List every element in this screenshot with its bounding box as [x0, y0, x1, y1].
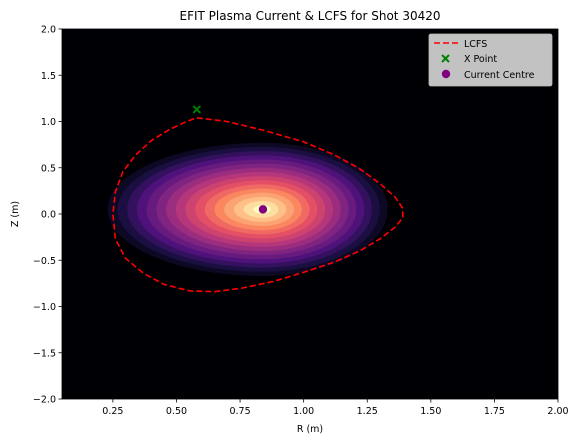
y-tick-label: 1.0: [41, 117, 56, 128]
legend: LCFS X Point Current Centre: [428, 33, 553, 87]
y-tick-label: 0.0: [41, 210, 56, 221]
x-tick-label: 0.25: [102, 406, 123, 417]
lcfs-line: [112, 117, 404, 293]
x-axis-label: R (m): [297, 424, 323, 435]
x-tick-label: 2.00: [547, 406, 568, 417]
y-tick-label: −1.5: [33, 348, 56, 359]
y-tick-label: −0.5: [33, 256, 56, 267]
chart-title: EFIT Plasma Current & LCFS for Shot 3042…: [179, 9, 440, 23]
legend-lcfs-label: LCFS: [464, 39, 487, 50]
x-axis-ticks: 0.25 0.50 0.75 1.00 1.25 1.50 1.75 2.00: [102, 399, 569, 417]
current-density-contours: [107, 142, 388, 276]
x-tick-label: 0.75: [229, 406, 250, 417]
legend-box: [428, 33, 553, 87]
y-tick-label: −2.0: [33, 395, 56, 406]
y-tick-label: −1.0: [33, 302, 56, 313]
current-centre-marker: [258, 205, 268, 214]
y-tick-label: 1.5: [41, 71, 56, 82]
x-tick-label: 1.00: [293, 406, 314, 417]
x-point-marker: [192, 105, 202, 114]
y-axis-ticks: −2.0 −1.5 −1.0 −0.5 0.0 0.5 1.0 1.5 2.0: [33, 25, 62, 406]
x-tick-label: 1.50: [420, 406, 441, 417]
y-tick-label: 2.0: [41, 25, 56, 36]
legend-current-centre-swatch: [441, 69, 451, 79]
legend-x-point-label: X Point: [464, 54, 497, 65]
x-tick-label: 1.75: [484, 406, 505, 417]
y-axis-label: Z (m): [10, 201, 21, 227]
y-tick-label: 0.5: [41, 163, 56, 174]
legend-x-point-swatch: [441, 54, 450, 63]
x-tick-label: 1.25: [357, 406, 378, 417]
legend-current-centre-label: Current Centre: [464, 70, 535, 81]
x-tick-label: 0.50: [166, 406, 187, 417]
plot-lines: [112, 105, 404, 293]
